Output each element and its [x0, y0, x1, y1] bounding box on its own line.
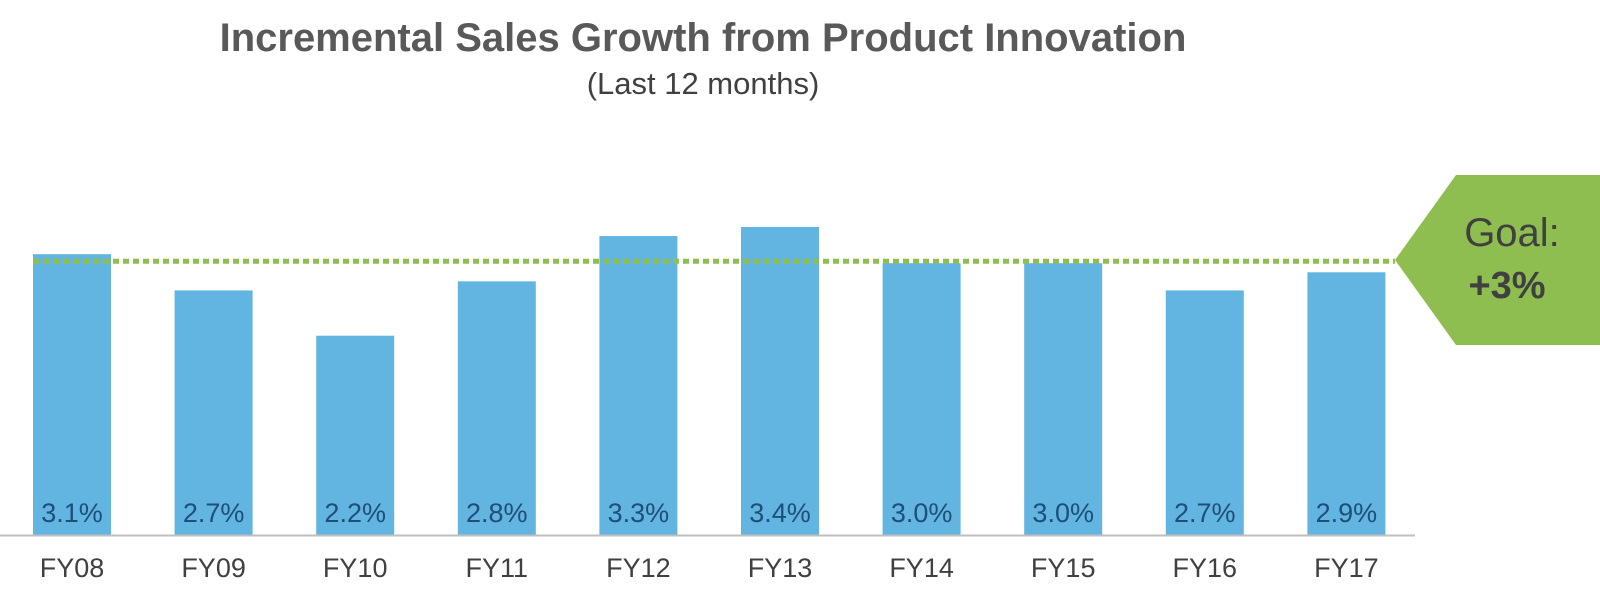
data-label-fy11: 2.8%	[466, 498, 528, 528]
bar-fy11	[457, 281, 536, 535]
bars-group	[33, 227, 1386, 536]
data-label-fy17: 2.9%	[1316, 498, 1378, 528]
x-tick-fy10: FY10	[323, 553, 388, 583]
x-tick-fy09: FY09	[181, 553, 246, 583]
x-tick-fy13: FY13	[748, 553, 813, 583]
goal-label: Goal:	[1464, 211, 1560, 255]
data-label-fy09: 2.7%	[183, 498, 245, 528]
bar-fy12	[599, 236, 678, 535]
bar-fy10	[316, 335, 395, 535]
bar-fy08	[33, 254, 111, 536]
data-label-fy13: 3.4%	[749, 498, 811, 528]
bar-fy15	[1024, 263, 1103, 535]
data-label-fy12: 3.3%	[608, 498, 670, 528]
data-label-fy10: 2.2%	[324, 498, 386, 528]
x-tick-fy16: FY16	[1173, 553, 1238, 583]
goal-callout-shape	[1395, 175, 1600, 345]
bar-fy13	[741, 227, 819, 535]
data-label-fy08: 3.1%	[41, 498, 103, 528]
data-label-fy16: 2.7%	[1174, 498, 1236, 528]
data-label-fy14: 3.0%	[891, 498, 953, 528]
x-tick-fy15: FY15	[1031, 553, 1096, 583]
data-label-fy15: 3.0%	[1032, 498, 1094, 528]
bar-fy17	[1307, 272, 1386, 535]
bar-labels-group: 3.1% 2.7% 2.2% 2.8% 3.3% 3.4% 3.0% 3.0% 2.7% 2.9%	[41, 498, 1377, 528]
bar-fy14	[882, 263, 961, 535]
x-tick-fy12: FY12	[606, 553, 671, 583]
bar-fy16	[1165, 290, 1244, 535]
x-tick-labels-group: FY08 FY09 FY10 FY11 FY12 FY13 FY14 FY15 FY16 FY17	[40, 553, 1379, 583]
goal-value-label: +3%	[1468, 265, 1545, 307]
chart-title: Incremental Sales Growth from Product In…	[220, 16, 1187, 60]
x-tick-fy08: FY08	[40, 553, 105, 583]
x-tick-fy17: FY17	[1314, 553, 1379, 583]
x-tick-fy14: FY14	[889, 553, 954, 583]
x-tick-fy11: FY11	[466, 553, 529, 583]
chart-subtitle: (Last 12 months)	[587, 66, 820, 101]
bar-fy09	[174, 290, 253, 535]
